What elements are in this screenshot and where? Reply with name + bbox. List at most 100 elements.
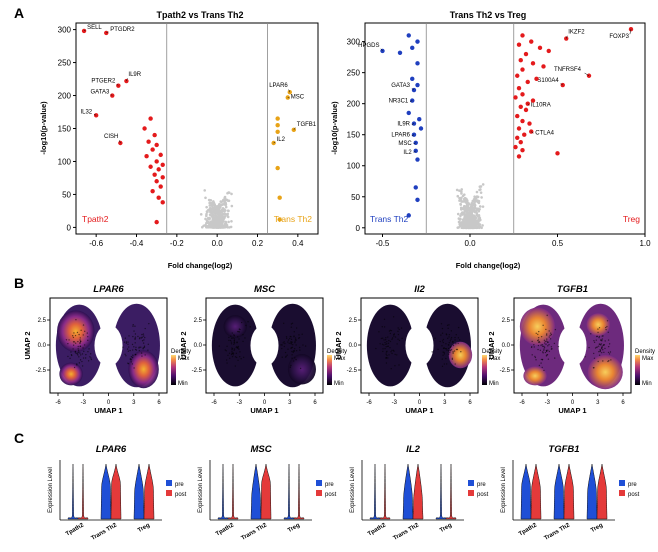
label-leader bbox=[566, 35, 568, 39]
umap-ylabel: UMAP 2 bbox=[179, 331, 188, 359]
data-point bbox=[146, 139, 151, 144]
data-point bbox=[523, 107, 529, 113]
umap-cell bbox=[77, 352, 79, 354]
violin-legend-label: post bbox=[477, 492, 489, 498]
violin-panel: LPAR6 Expression Level Tpath2 Trans Th2 Treg… bbox=[48, 444, 187, 542]
background-point bbox=[218, 222, 222, 225]
background-point bbox=[469, 218, 472, 222]
umap-cell bbox=[604, 340, 606, 342]
volcano-left-yticks: 0 50 100 150 200 250 300 bbox=[58, 26, 76, 232]
umap-cell bbox=[244, 337, 246, 339]
umap-cell bbox=[387, 357, 389, 359]
umap-cell bbox=[233, 343, 235, 346]
umap-cell bbox=[543, 342, 546, 344]
data-point bbox=[160, 200, 165, 205]
umap-cell bbox=[285, 355, 287, 358]
gene-label: S100A4 bbox=[537, 78, 559, 84]
density-legend-bar bbox=[482, 355, 487, 385]
volcano-left-xticks: -0.6 -0.4 -0.2 0.0 0.2 0.4 bbox=[89, 23, 304, 248]
umap-cell bbox=[453, 350, 456, 352]
background-point bbox=[213, 210, 217, 214]
umap-cell bbox=[134, 337, 136, 340]
y-tick-label: 0.0 bbox=[502, 343, 511, 349]
umap-cell bbox=[448, 324, 450, 326]
data-point bbox=[406, 33, 411, 38]
umap-center-gap bbox=[558, 324, 587, 367]
data-point bbox=[275, 165, 280, 171]
gene-label: LPAR6 bbox=[391, 133, 410, 139]
label-leader bbox=[629, 29, 632, 35]
violin-pre bbox=[553, 463, 565, 520]
umap-cell bbox=[542, 352, 544, 354]
background-point bbox=[477, 215, 481, 218]
background-point bbox=[465, 211, 469, 214]
umap-cell bbox=[442, 351, 444, 353]
umap-cell bbox=[127, 362, 129, 364]
label-leader bbox=[584, 72, 590, 76]
umap-cell bbox=[598, 350, 600, 353]
umap-cell bbox=[232, 354, 234, 356]
umap-cell bbox=[304, 345, 307, 347]
umap-cell bbox=[292, 351, 294, 354]
umap-cell bbox=[134, 336, 137, 338]
umap-cell bbox=[597, 331, 599, 334]
umap-cell bbox=[238, 348, 240, 350]
volcano-left-group-left: Tpath2 bbox=[82, 214, 109, 224]
label-leader bbox=[531, 131, 534, 134]
x-tick-label: -6 bbox=[55, 400, 61, 406]
umap-cell bbox=[142, 348, 144, 350]
umap-cell bbox=[80, 354, 82, 356]
umap-cell bbox=[293, 350, 296, 352]
x-tick-label: 3 bbox=[288, 400, 292, 406]
data-point bbox=[418, 126, 424, 131]
umap-cell bbox=[543, 339, 546, 342]
umap-cell bbox=[237, 331, 239, 333]
background-point bbox=[464, 219, 467, 223]
umap-cell bbox=[445, 347, 447, 350]
umap-cell bbox=[397, 330, 399, 333]
umap-cells bbox=[519, 303, 624, 390]
umap-cell bbox=[449, 346, 452, 349]
umap-cell bbox=[604, 347, 606, 350]
x-tick-label: -3 bbox=[237, 400, 243, 406]
umap-cell bbox=[391, 338, 393, 340]
data-point bbox=[555, 151, 560, 156]
umap-cell bbox=[384, 341, 386, 344]
umap-cell bbox=[291, 322, 294, 324]
y-tick-label: -2.5 bbox=[500, 368, 511, 374]
background-point bbox=[216, 218, 220, 222]
umap-cell bbox=[123, 341, 126, 343]
umap-cell bbox=[602, 360, 604, 362]
umap-cell bbox=[397, 333, 400, 336]
data-point bbox=[152, 172, 157, 177]
umap-cell bbox=[225, 350, 228, 352]
violin-pre bbox=[283, 463, 295, 520]
umap-cell bbox=[455, 348, 458, 351]
umap-cell bbox=[75, 319, 77, 321]
data-point bbox=[275, 129, 280, 134]
umap-cell bbox=[544, 340, 547, 343]
umap-cell bbox=[543, 369, 545, 372]
density-legend-min: Min bbox=[642, 381, 652, 387]
violin-pre bbox=[520, 463, 532, 520]
background-point bbox=[466, 221, 470, 225]
umap-cell bbox=[83, 330, 86, 333]
background-point bbox=[216, 212, 220, 216]
gene-label: IL10RA bbox=[531, 103, 551, 109]
umap-cell bbox=[239, 351, 241, 353]
umap-cell bbox=[127, 341, 129, 343]
umap-cell bbox=[379, 343, 381, 345]
umap-cell bbox=[73, 366, 76, 369]
label-leader bbox=[126, 78, 128, 82]
background-point bbox=[479, 191, 483, 194]
violin-pre bbox=[586, 463, 598, 520]
density-legend-bar bbox=[327, 355, 332, 385]
background-point bbox=[221, 212, 225, 216]
umap-cell bbox=[134, 342, 136, 344]
umap-cell bbox=[400, 327, 403, 329]
umap-cell bbox=[382, 348, 384, 350]
violin-row: LPAR6 Expression Level Tpath2 Trans Th2 Treg… bbox=[48, 444, 640, 542]
umap-cell bbox=[390, 351, 392, 353]
umap-cell bbox=[147, 343, 150, 345]
umap-cell bbox=[608, 343, 611, 345]
